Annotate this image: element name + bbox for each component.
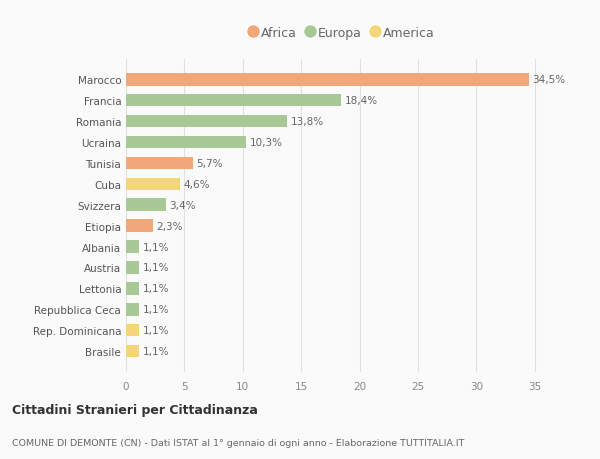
Text: 13,8%: 13,8% — [290, 117, 324, 127]
Bar — [126, 199, 166, 212]
Bar — [126, 178, 180, 190]
Text: Cittadini Stranieri per Cittadinanza: Cittadini Stranieri per Cittadinanza — [12, 403, 258, 416]
Bar — [126, 241, 139, 253]
Text: 1,1%: 1,1% — [142, 325, 169, 336]
Bar — [126, 74, 529, 86]
Text: 18,4%: 18,4% — [344, 96, 377, 106]
Text: 2,3%: 2,3% — [157, 221, 183, 231]
Text: 3,4%: 3,4% — [169, 200, 196, 210]
Bar — [126, 136, 246, 149]
Bar — [126, 324, 139, 337]
Bar — [126, 220, 153, 232]
Text: 1,1%: 1,1% — [142, 305, 169, 314]
Text: 34,5%: 34,5% — [532, 75, 565, 85]
Bar — [126, 282, 139, 295]
Text: 10,3%: 10,3% — [250, 138, 283, 148]
Text: 4,6%: 4,6% — [183, 179, 210, 190]
Text: COMUNE DI DEMONTE (CN) - Dati ISTAT al 1° gennaio di ogni anno - Elaborazione TU: COMUNE DI DEMONTE (CN) - Dati ISTAT al 1… — [12, 438, 464, 447]
Legend: Africa, Europa, America: Africa, Europa, America — [244, 22, 440, 45]
Text: 5,7%: 5,7% — [196, 158, 223, 168]
Bar — [126, 303, 139, 316]
Bar — [126, 345, 139, 358]
Bar — [126, 95, 341, 107]
Text: 1,1%: 1,1% — [142, 284, 169, 294]
Text: 1,1%: 1,1% — [142, 263, 169, 273]
Bar — [126, 262, 139, 274]
Text: 1,1%: 1,1% — [142, 242, 169, 252]
Text: 1,1%: 1,1% — [142, 347, 169, 356]
Bar — [126, 157, 193, 170]
Bar — [126, 116, 287, 128]
